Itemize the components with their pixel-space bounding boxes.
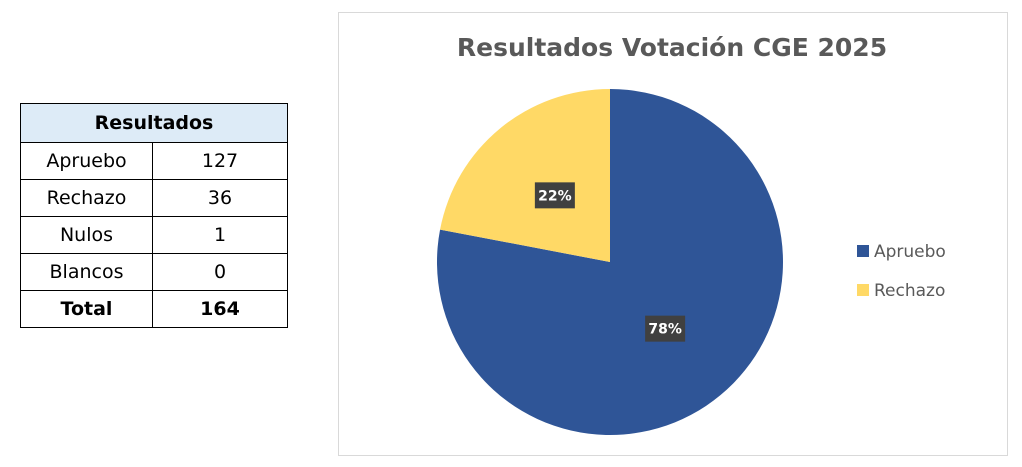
chart-title: Resultados Votación CGE 2025: [457, 33, 887, 62]
cell: 164: [152, 290, 288, 328]
cell: Nulos: [20, 216, 153, 254]
label-box: [645, 315, 686, 342]
label-box: [534, 182, 575, 209]
chart: Resultados Votación CGE 2025 78% 22% Aprue…: [338, 12, 1008, 456]
results-table: Resultados Apruebo 127 Rechazo 36 Nulos 1 B…: [20, 103, 288, 328]
pie-slice: [440, 89, 610, 262]
cell: Blancos: [20, 253, 153, 291]
legend-swatch: [857, 284, 869, 296]
cell: Apruebo: [20, 142, 153, 180]
cell: 0: [152, 253, 288, 291]
cell: Rechazo: [20, 179, 153, 217]
data-label: 22%: [538, 188, 572, 204]
cell: 36: [152, 179, 288, 217]
cell: 127: [152, 142, 288, 180]
table-title: Resultados: [20, 103, 288, 143]
cell: 1: [152, 216, 288, 254]
cell: Total: [20, 290, 153, 328]
pie-slice: [437, 89, 783, 436]
legend-label: Apruebo: [874, 242, 946, 262]
data-label: 78%: [648, 322, 682, 338]
legend-swatch: [857, 245, 869, 257]
legend-label: Rechazo: [874, 281, 945, 301]
